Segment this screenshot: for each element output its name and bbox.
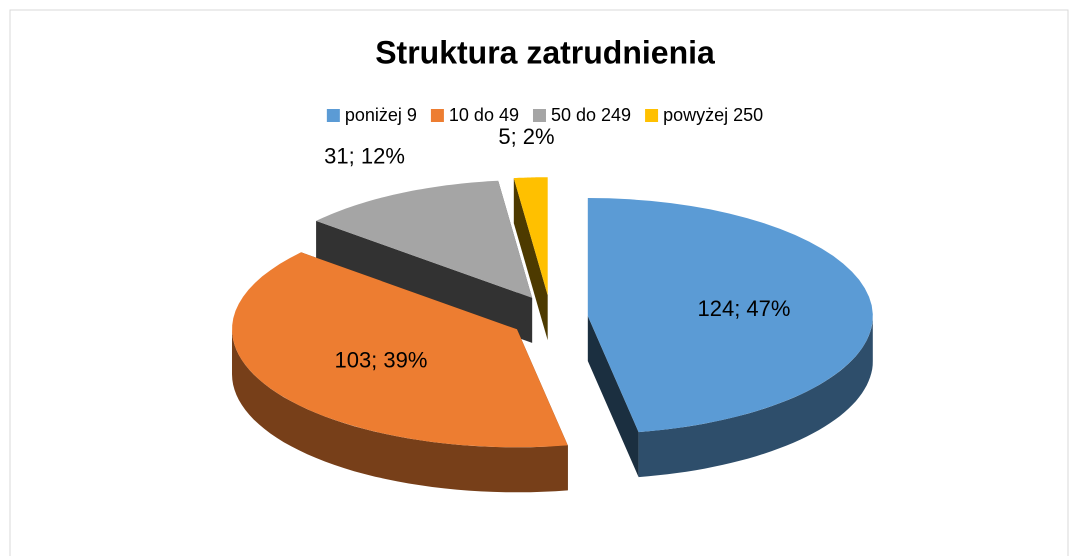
legend-label: powyżej 250 [663,105,763,125]
slice [513,177,548,296]
legend-swatch [532,109,546,122]
legend-swatch [645,109,659,122]
slice [316,180,533,298]
legend-label: 50 do 249 [551,105,631,125]
slice-group [316,180,533,343]
slice-side [513,178,548,341]
data-label: 5; 2% [498,124,554,149]
slice [587,198,873,433]
legend-label: poniżej 9 [345,105,417,125]
chart-title: Struktura zatrudnienia [375,34,715,70]
legend-swatch [326,109,340,122]
slice-group [513,177,548,341]
slice-side [638,316,873,478]
legend-swatch [430,109,444,122]
slice-group [587,198,873,478]
slice-side [232,329,568,493]
data-label: 124; 47% [697,296,790,321]
slice-group [232,252,568,493]
slice-side [316,220,533,343]
pie: 124; 47% 103; 39% 31; 12% 5; 2% [232,124,873,493]
slice [232,252,568,448]
data-label: 103; 39% [334,347,427,372]
legend-label: 10 do 49 [449,105,519,125]
legend: poniżej 9 10 do 49 50 do 249 powyżej 250 [326,105,763,125]
data-label: 31; 12% [324,144,405,169]
slice-side [587,316,639,478]
